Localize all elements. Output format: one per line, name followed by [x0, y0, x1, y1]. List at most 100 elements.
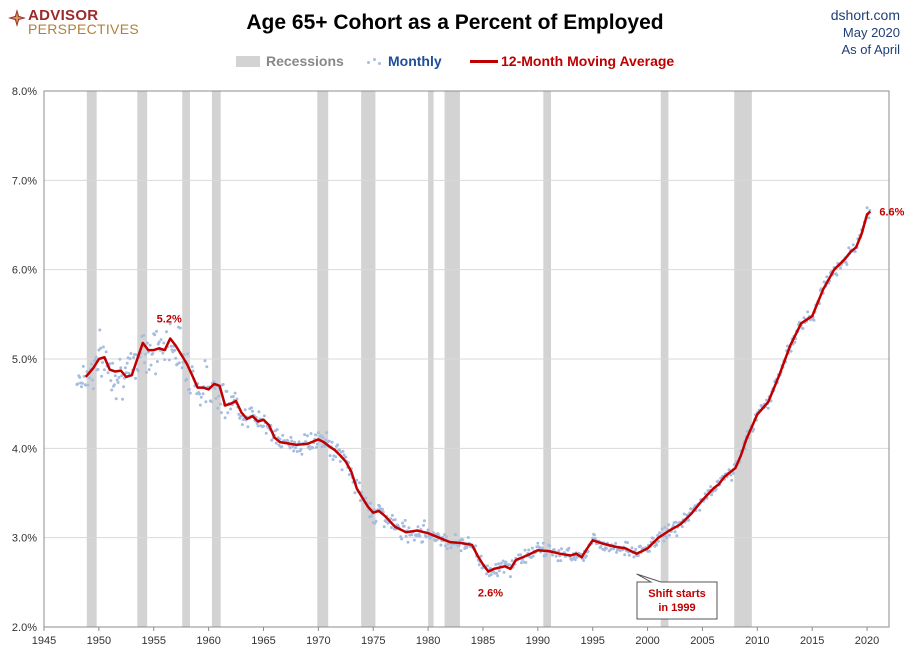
monthly-point — [554, 554, 558, 558]
monthly-point — [199, 395, 203, 399]
monthly-point — [148, 343, 152, 347]
monthly-point — [124, 371, 128, 375]
monthly-point — [636, 554, 640, 557]
monthly-point — [710, 493, 714, 497]
monthly-point — [336, 443, 340, 447]
monthly-point — [129, 352, 133, 355]
monthly-point — [226, 411, 230, 415]
monthly-point — [204, 400, 208, 404]
monthly-point — [320, 445, 324, 449]
monthly-point — [233, 391, 237, 395]
callout-box — [636, 573, 718, 620]
monthly-point — [657, 539, 660, 543]
monthly-point — [789, 349, 793, 353]
monthly-point — [116, 381, 120, 384]
monthly-point — [309, 432, 313, 435]
legend-item-moving-average: 12-Month Moving Average — [470, 53, 674, 69]
monthly-point — [91, 378, 94, 382]
monthly-point — [680, 525, 684, 529]
monthly-point — [86, 383, 90, 387]
monthly-point — [612, 547, 616, 551]
x-tick-label: 1945 — [32, 635, 56, 647]
monthly-point — [647, 549, 651, 553]
monthly-point — [112, 383, 116, 387]
monthly-point — [660, 527, 664, 531]
legend-item-monthly: Monthly — [366, 53, 442, 69]
monthly-point — [117, 375, 121, 379]
monthly-point — [201, 392, 205, 396]
monthly-point — [85, 370, 89, 374]
monthly-point — [400, 537, 404, 541]
y-tick-label: 7.0% — [12, 175, 37, 187]
x-tick-label: 1975 — [361, 635, 385, 647]
monthly-point — [658, 531, 661, 535]
monthly-point — [364, 496, 368, 500]
x-tick-label: 1980 — [416, 635, 440, 647]
monthly-point — [100, 374, 104, 378]
advisor-perspectives-logo: ADVISOR PERSPECTIVES — [8, 7, 158, 39]
monthly-point — [424, 535, 428, 539]
monthly-point — [347, 473, 351, 477]
monthly-point — [292, 449, 296, 453]
monthly-point — [627, 553, 631, 557]
monthly-point — [235, 397, 239, 401]
monthly-point — [88, 376, 92, 380]
monthly-point — [280, 445, 284, 449]
monthly-point — [330, 440, 334, 444]
monthly-point — [567, 546, 571, 550]
monthly-point — [256, 424, 260, 428]
monthly-point — [766, 406, 770, 410]
monthly-point — [315, 445, 318, 449]
monthly-point — [168, 322, 172, 326]
source-site: dshort.com — [830, 7, 900, 23]
monthly-point — [494, 563, 498, 566]
monthly-point — [149, 363, 153, 367]
monthly-point — [593, 537, 597, 541]
monthly-point — [668, 533, 671, 537]
monthly-point — [147, 368, 151, 372]
monthly-point — [502, 570, 506, 574]
monthly-point — [489, 573, 493, 577]
monthly-point — [111, 361, 115, 365]
monthly-point — [203, 359, 207, 363]
monthly-point — [251, 409, 254, 413]
monthly-point — [342, 453, 346, 457]
monthly-point — [485, 572, 489, 576]
monthly-point — [454, 533, 457, 537]
legend-monthly-marker — [366, 56, 382, 66]
monthly-point — [410, 533, 414, 537]
source-asof: As of April — [841, 42, 900, 57]
monthly-point — [709, 485, 713, 489]
monthly-point — [593, 533, 596, 537]
monthly-point — [369, 514, 373, 518]
monthly-point — [219, 411, 223, 415]
monthly-point — [281, 433, 285, 437]
compass-star-icon — [8, 9, 26, 27]
monthly-point — [225, 389, 229, 393]
monthly-point — [328, 454, 332, 458]
monthly-point — [102, 368, 106, 372]
monthly-point — [114, 397, 118, 401]
monthly-point — [162, 341, 166, 345]
monthly-point — [540, 546, 544, 550]
monthly-point — [615, 550, 618, 554]
monthly-point — [867, 216, 871, 220]
monthly-point — [495, 571, 499, 575]
source-info: dshort.com May 2020 As of April — [831, 7, 900, 58]
monthly-point — [504, 560, 508, 564]
monthly-point — [508, 563, 511, 567]
monthly-point — [560, 547, 564, 551]
monthly-point — [132, 356, 136, 359]
monthly-point — [407, 526, 411, 530]
monthly-point — [99, 346, 103, 350]
monthly-point — [673, 530, 677, 534]
monthly-point — [119, 366, 123, 370]
monthly-point — [177, 361, 181, 365]
monthly-point — [82, 374, 86, 378]
monthly-point — [497, 569, 501, 573]
monthly-point — [76, 382, 80, 386]
monthly-point — [299, 447, 303, 451]
monthly-point — [403, 518, 407, 522]
monthly-point — [338, 459, 342, 463]
monthly-point — [341, 449, 345, 453]
